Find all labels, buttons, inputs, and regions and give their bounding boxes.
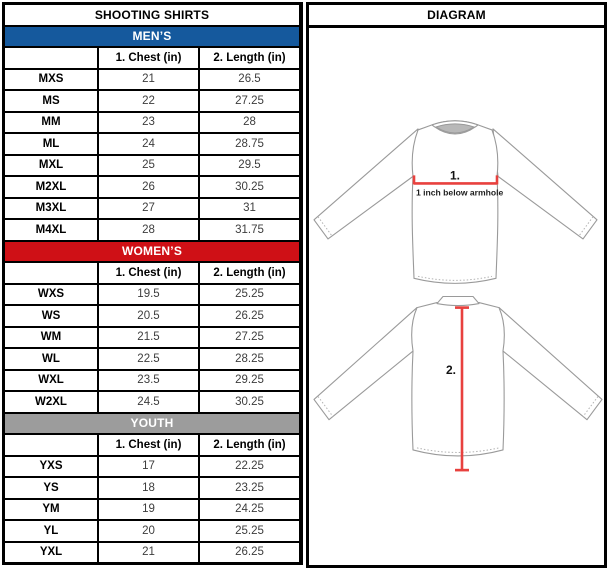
size-cell: WS [5, 306, 97, 326]
length-cell: 25.25 [200, 284, 299, 304]
length-cell: 31.75 [200, 220, 299, 240]
chest-cell: 23.5 [99, 370, 198, 390]
chest-cell: 27 [99, 198, 198, 218]
size-cell: YS [5, 478, 97, 498]
length-cell: 30.25 [200, 392, 299, 412]
column-header-size [5, 48, 97, 68]
size-cell: MS [5, 91, 97, 111]
size-cell: WXL [5, 370, 97, 390]
column-header-length: 2. Length (in) [200, 435, 299, 455]
chest-cell: 21.5 [99, 327, 198, 347]
diagram-title: DIAGRAM [306, 2, 607, 28]
chest-cell: 20.5 [99, 306, 198, 326]
length-measurement-line [455, 306, 469, 472]
length-cell: 27.25 [200, 327, 299, 347]
column-header-size [5, 435, 97, 455]
shirt-diagram: 1. 1 inch below armhole [313, 120, 603, 472]
length-cell: 26.25 [200, 542, 299, 562]
front-shirt-illustration: 1. 1 inch below armhole [313, 120, 598, 284]
back-hem-stitch [416, 447, 500, 453]
length-cell: 25.25 [200, 521, 299, 541]
section-header-womens: WOMEN’S [5, 241, 299, 261]
chest-measurement-label: 1. [450, 168, 460, 182]
chest-cell: 28 [99, 220, 198, 240]
length-cell: 27.25 [200, 91, 299, 111]
table-title: SHOOTING SHIRTS [5, 5, 299, 25]
chest-cell: 25 [99, 155, 198, 175]
back-shirt-illustration: 2. [313, 295, 603, 472]
front-right-cuff-stitch [578, 216, 594, 237]
chest-cell: 22.5 [99, 349, 198, 369]
collar-inner [434, 123, 476, 134]
size-cell: WM [5, 327, 97, 347]
size-cell: YM [5, 499, 97, 519]
length-cell: 22.25 [200, 456, 299, 476]
size-cell: YL [5, 521, 97, 541]
back-body [411, 302, 505, 457]
column-header-length: 2. Length (in) [200, 48, 299, 68]
length-cell: 24.25 [200, 499, 299, 519]
length-cell: 29.5 [200, 155, 299, 175]
chest-cell: 19 [99, 499, 198, 519]
size-cell: MXL [5, 155, 97, 175]
back-left-cuff-stitch [317, 396, 334, 417]
front-body [411, 120, 499, 284]
chest-measurement-line [412, 175, 499, 185]
diagram-panel: DIAGRAM [306, 2, 607, 568]
front-hem-stitch [417, 275, 493, 281]
front-left-cuff-stitch [317, 216, 333, 237]
section-header-mens: MEN’S [5, 26, 299, 46]
armhole-note: 1 inch below armhole [416, 188, 503, 198]
back-right-sleeve [498, 307, 603, 421]
length-measurement-label: 2. [446, 363, 456, 377]
back-left-sleeve [313, 307, 418, 421]
section-header-youth: YOUTH [5, 413, 299, 433]
back-collar [436, 295, 480, 307]
length-cell: 29.25 [200, 370, 299, 390]
size-cell: M4XL [5, 220, 97, 240]
chest-cell: 19.5 [99, 284, 198, 304]
size-cell: W2XL [5, 392, 97, 412]
size-cell: MM [5, 112, 97, 132]
length-cell: 26.25 [200, 306, 299, 326]
size-cell: M2XL [5, 177, 97, 197]
length-cell: 28 [200, 112, 299, 132]
back-right-cuff-stitch [582, 396, 599, 417]
chest-cell: 20 [99, 521, 198, 541]
length-cell: 28.75 [200, 134, 299, 154]
length-cell: 31 [200, 198, 299, 218]
size-cell: YXL [5, 542, 97, 562]
column-header-chest: 1. Chest (in) [99, 435, 198, 455]
chest-cell: 21 [99, 542, 198, 562]
front-left-sleeve [313, 128, 419, 240]
chest-cell: 21 [99, 69, 198, 89]
chest-cell: 17 [99, 456, 198, 476]
chest-cell: 26 [99, 177, 198, 197]
size-cell: WXS [5, 284, 97, 304]
chest-cell: 22 [99, 91, 198, 111]
size-cell: MXS [5, 69, 97, 89]
length-cell: 30.25 [200, 177, 299, 197]
size-cell: WL [5, 349, 97, 369]
chest-cell: 23 [99, 112, 198, 132]
column-header-chest: 1. Chest (in) [99, 263, 198, 283]
size-cell: M3XL [5, 198, 97, 218]
length-cell: 23.25 [200, 478, 299, 498]
size-chart-table: SHOOTING SHIRTS MEN’S 1. Chest (in) 2. L… [2, 2, 303, 565]
diagram-canvas: 1. 1 inch below armhole [306, 28, 607, 568]
column-header-size [5, 263, 97, 283]
size-cell: ML [5, 134, 97, 154]
chest-cell: 18 [99, 478, 198, 498]
size-cell: YXS [5, 456, 97, 476]
chest-cell: 24 [99, 134, 198, 154]
length-cell: 26.5 [200, 69, 299, 89]
column-header-length: 2. Length (in) [200, 263, 299, 283]
column-header-chest: 1. Chest (in) [99, 48, 198, 68]
front-right-sleeve [492, 128, 598, 240]
chest-cell: 24.5 [99, 392, 198, 412]
length-cell: 28.25 [200, 349, 299, 369]
